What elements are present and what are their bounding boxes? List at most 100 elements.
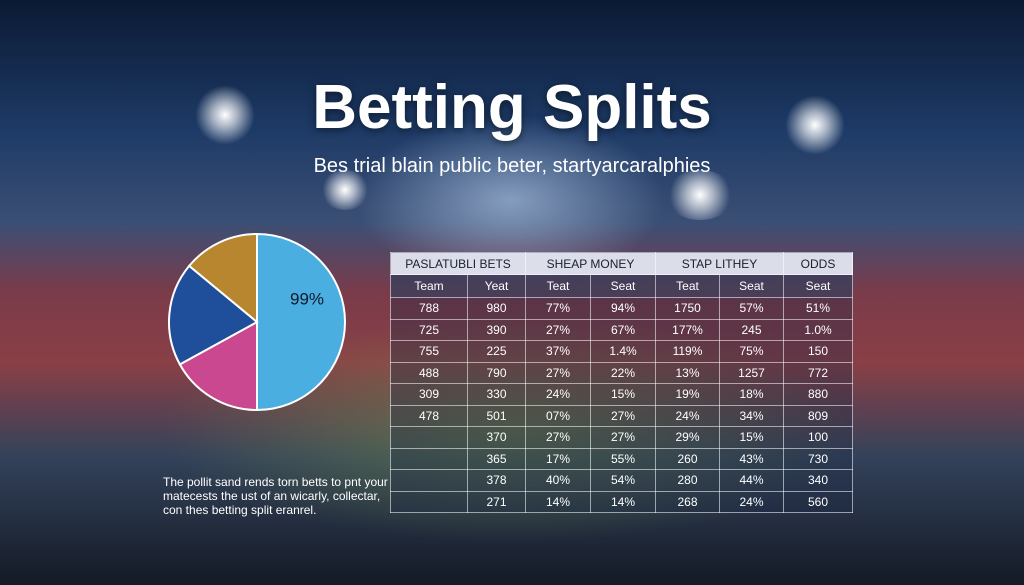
- stadium-light: [785, 95, 845, 155]
- table-cell: 27%: [590, 404, 656, 427]
- table-cell: 51%: [783, 297, 853, 320]
- table-cell: 27%: [525, 426, 591, 449]
- table-cell: 54%: [590, 469, 656, 492]
- column-header: Teat: [525, 274, 591, 298]
- table-row: 309 330 24% 15% 19% 18% 880: [390, 383, 853, 406]
- table-cell: 478: [390, 404, 468, 427]
- table-cell: 18%: [719, 383, 784, 406]
- pie-slice: [168, 264, 259, 366]
- group-header-row: PASLATUBLI BETS SHEAP MONEY STAP LITHEY ODD…: [390, 252, 853, 275]
- table-cell: 15%: [590, 383, 656, 406]
- table-cell: 27%: [590, 426, 656, 449]
- table-cell: 13%: [655, 361, 720, 384]
- table-cell: 980: [467, 297, 526, 320]
- column-header: Teat: [655, 274, 720, 298]
- table-cell: 75%: [719, 340, 784, 363]
- table-cell: 34%: [719, 404, 784, 427]
- table-cell: 14%: [525, 490, 591, 513]
- table-cell: 19%: [655, 383, 720, 406]
- table-cell: 772: [783, 361, 853, 384]
- table-cell: 44%: [719, 469, 784, 492]
- table-cell: 55%: [590, 447, 656, 470]
- table-row: 271 14% 14% 268 24% 560: [390, 490, 853, 513]
- pie-label: 99%: [290, 289, 324, 308]
- table-cell: [390, 426, 468, 449]
- table-cell: 77%: [525, 297, 591, 320]
- column-header: Seat: [590, 274, 656, 298]
- table-cell: 150: [783, 340, 853, 363]
- table-cell: [390, 469, 468, 492]
- splits-table: PASLATUBLI BETS SHEAP MONEY STAP LITHEY ODD…: [390, 252, 853, 513]
- table-row: 488 790 27% 22% 13% 1257 772: [390, 361, 853, 384]
- pie-slice: [256, 232, 346, 412]
- table-cell: 57%: [719, 297, 784, 320]
- table-cell: 40%: [525, 469, 591, 492]
- table-cell: 17%: [525, 447, 591, 470]
- table-cell: 488: [390, 361, 468, 384]
- stadium-light: [195, 85, 255, 145]
- table-cell: 788: [390, 297, 468, 320]
- table-cell: [390, 490, 468, 513]
- table-cell: 37%: [525, 340, 591, 363]
- table-cell: 730: [783, 447, 853, 470]
- table-row: 755 225 37% 1.4% 119% 75% 150: [390, 340, 853, 363]
- table-cell: 245: [719, 318, 784, 341]
- table-cell: 1750: [655, 297, 720, 320]
- column-header: Seat: [783, 274, 853, 298]
- table-cell: 24%: [525, 383, 591, 406]
- title: Betting Splits: [312, 73, 712, 142]
- caption: The pollit sand rends torn betts to pnt …: [163, 475, 388, 517]
- table-cell: 15%: [719, 426, 784, 449]
- table-cell: 177%: [655, 318, 720, 341]
- table-cell: 260: [655, 447, 720, 470]
- table-cell: 340: [783, 469, 853, 492]
- table-row: 478 501 07% 27% 24% 34% 809: [390, 404, 853, 427]
- table-row: 370 27% 27% 29% 15% 100: [390, 426, 853, 449]
- table-cell: 27%: [525, 318, 591, 341]
- table-cell: 309: [390, 383, 468, 406]
- table-cell: 560: [783, 490, 853, 513]
- table-cell: 880: [783, 383, 853, 406]
- pie-slice: [178, 320, 258, 412]
- table-cell: 1.4%: [590, 340, 656, 363]
- stadium-light: [665, 170, 735, 220]
- table-cell: 1.0%: [783, 318, 853, 341]
- column-header-row: Team Yeat Teat Seat Teat Seat Seat: [390, 274, 853, 298]
- table-cell: 390: [467, 318, 526, 341]
- column-header: Yeat: [467, 274, 526, 298]
- table-cell: 119%: [655, 340, 720, 363]
- pie-chart: 99%: [168, 232, 346, 412]
- table-cell: 280: [655, 469, 720, 492]
- table-cell: 378: [467, 469, 526, 492]
- table-cell: 365: [467, 447, 526, 470]
- table-cell: 725: [390, 318, 468, 341]
- table-cell: 370: [467, 426, 526, 449]
- table-row: 788 980 77% 94% 1750 57% 51%: [390, 297, 853, 320]
- column-header: Seat: [719, 274, 784, 298]
- table-row: 365 17% 55% 260 43% 730: [390, 447, 853, 470]
- group-header: PASLATUBLI BETS: [390, 252, 526, 275]
- pie-slice: [187, 232, 258, 325]
- table-cell: 67%: [590, 318, 656, 341]
- stadium-light: [320, 170, 370, 210]
- table-cell: 07%: [525, 404, 591, 427]
- table-cell: 268: [655, 490, 720, 513]
- subtitle: Bes trial blain public beter, startyarca…: [313, 155, 711, 177]
- table-cell: 29%: [655, 426, 720, 449]
- table-cell: 809: [783, 404, 853, 427]
- column-header: Team: [390, 274, 468, 298]
- table-cell: [390, 447, 468, 470]
- table-cell: 27%: [525, 361, 591, 384]
- group-header: STAP LITHEY: [655, 252, 784, 275]
- table-cell: 271: [467, 490, 526, 513]
- table-cell: 790: [467, 361, 526, 384]
- table-cell: 501: [467, 404, 526, 427]
- table-cell: 755: [390, 340, 468, 363]
- table-cell: 94%: [590, 297, 656, 320]
- table-row: 378 40% 54% 280 44% 340: [390, 469, 853, 492]
- table-cell: 1257: [719, 361, 784, 384]
- table-cell: 43%: [719, 447, 784, 470]
- group-header: SHEAP MONEY: [525, 252, 656, 275]
- group-header: ODDS: [783, 252, 853, 275]
